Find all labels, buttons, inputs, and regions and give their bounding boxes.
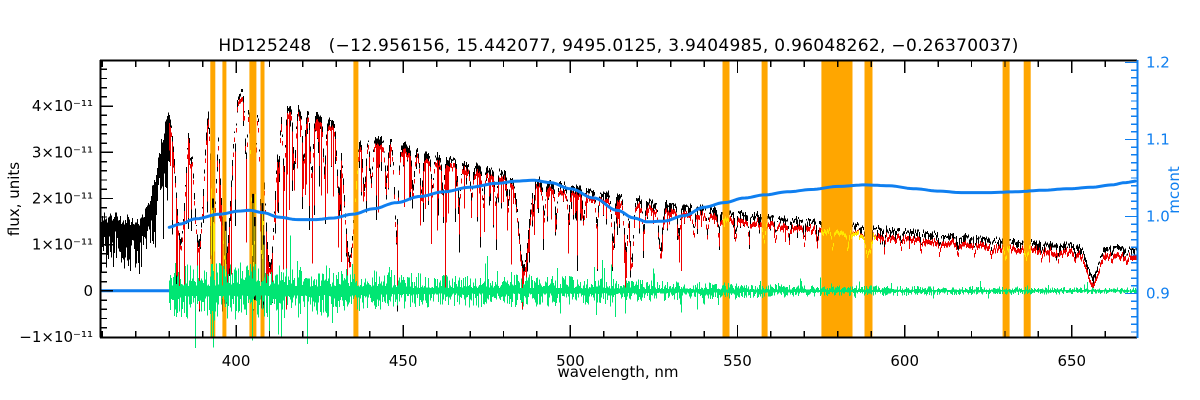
y-right-tick-label: 1.1 <box>1146 131 1170 149</box>
y-left-tick-label: 0 <box>83 282 93 300</box>
y-left-tick-label: 3×10⁻¹¹ <box>32 143 93 161</box>
mcont-axis-label: mcont <box>1165 166 1183 214</box>
continuum-curve <box>167 178 1137 229</box>
masked-band <box>1002 60 1010 337</box>
masked-band <box>222 60 227 337</box>
right-axis-ticks <box>1125 61 1137 333</box>
masked-band <box>821 60 853 337</box>
wavelength-axis-label: wavelength, nm <box>557 363 679 381</box>
tick-labels: 4×10⁻¹¹ 3×10⁻¹¹ 2×10⁻¹¹ 1×10⁻¹¹ 0 −1×10⁻¹¹ 400… <box>19 54 1170 371</box>
y-left-tick-label: −1×10⁻¹¹ <box>19 328 93 346</box>
masked-band <box>722 60 730 337</box>
x-tick-label: 500 <box>556 352 585 370</box>
masked-band <box>761 60 768 337</box>
masked-band <box>1023 60 1031 337</box>
y-right-tick-label: 1.0 <box>1146 208 1170 226</box>
x-tick-label: 650 <box>1057 352 1086 370</box>
plot-title: HD125248 (−12.956156, 15.442077, 9495.01… <box>218 36 1019 56</box>
flux-axis-label: flux, units <box>5 161 23 237</box>
y-left-tick-label: 2×10⁻¹¹ <box>32 190 93 208</box>
masked-model-trace <box>211 150 1031 310</box>
masked-band <box>260 60 265 337</box>
y-right-tick-label: 1.2 <box>1146 54 1170 72</box>
axis-frame <box>99 59 1137 339</box>
y-left-tick-label: 1×10⁻¹¹ <box>32 236 93 254</box>
masked-band <box>864 60 873 337</box>
residual-trace <box>169 235 1138 348</box>
x-tick-label: 450 <box>389 352 418 370</box>
x-tick-label: 550 <box>723 352 752 370</box>
axes <box>99 59 1139 339</box>
y-left-tick-label: 4×10⁻¹¹ <box>32 97 93 115</box>
black-axis-ticks <box>101 59 1106 338</box>
x-tick-label: 600 <box>890 352 919 370</box>
x-tick-label: 400 <box>222 352 251 370</box>
y-right-tick-label: 0.9 <box>1146 285 1170 303</box>
